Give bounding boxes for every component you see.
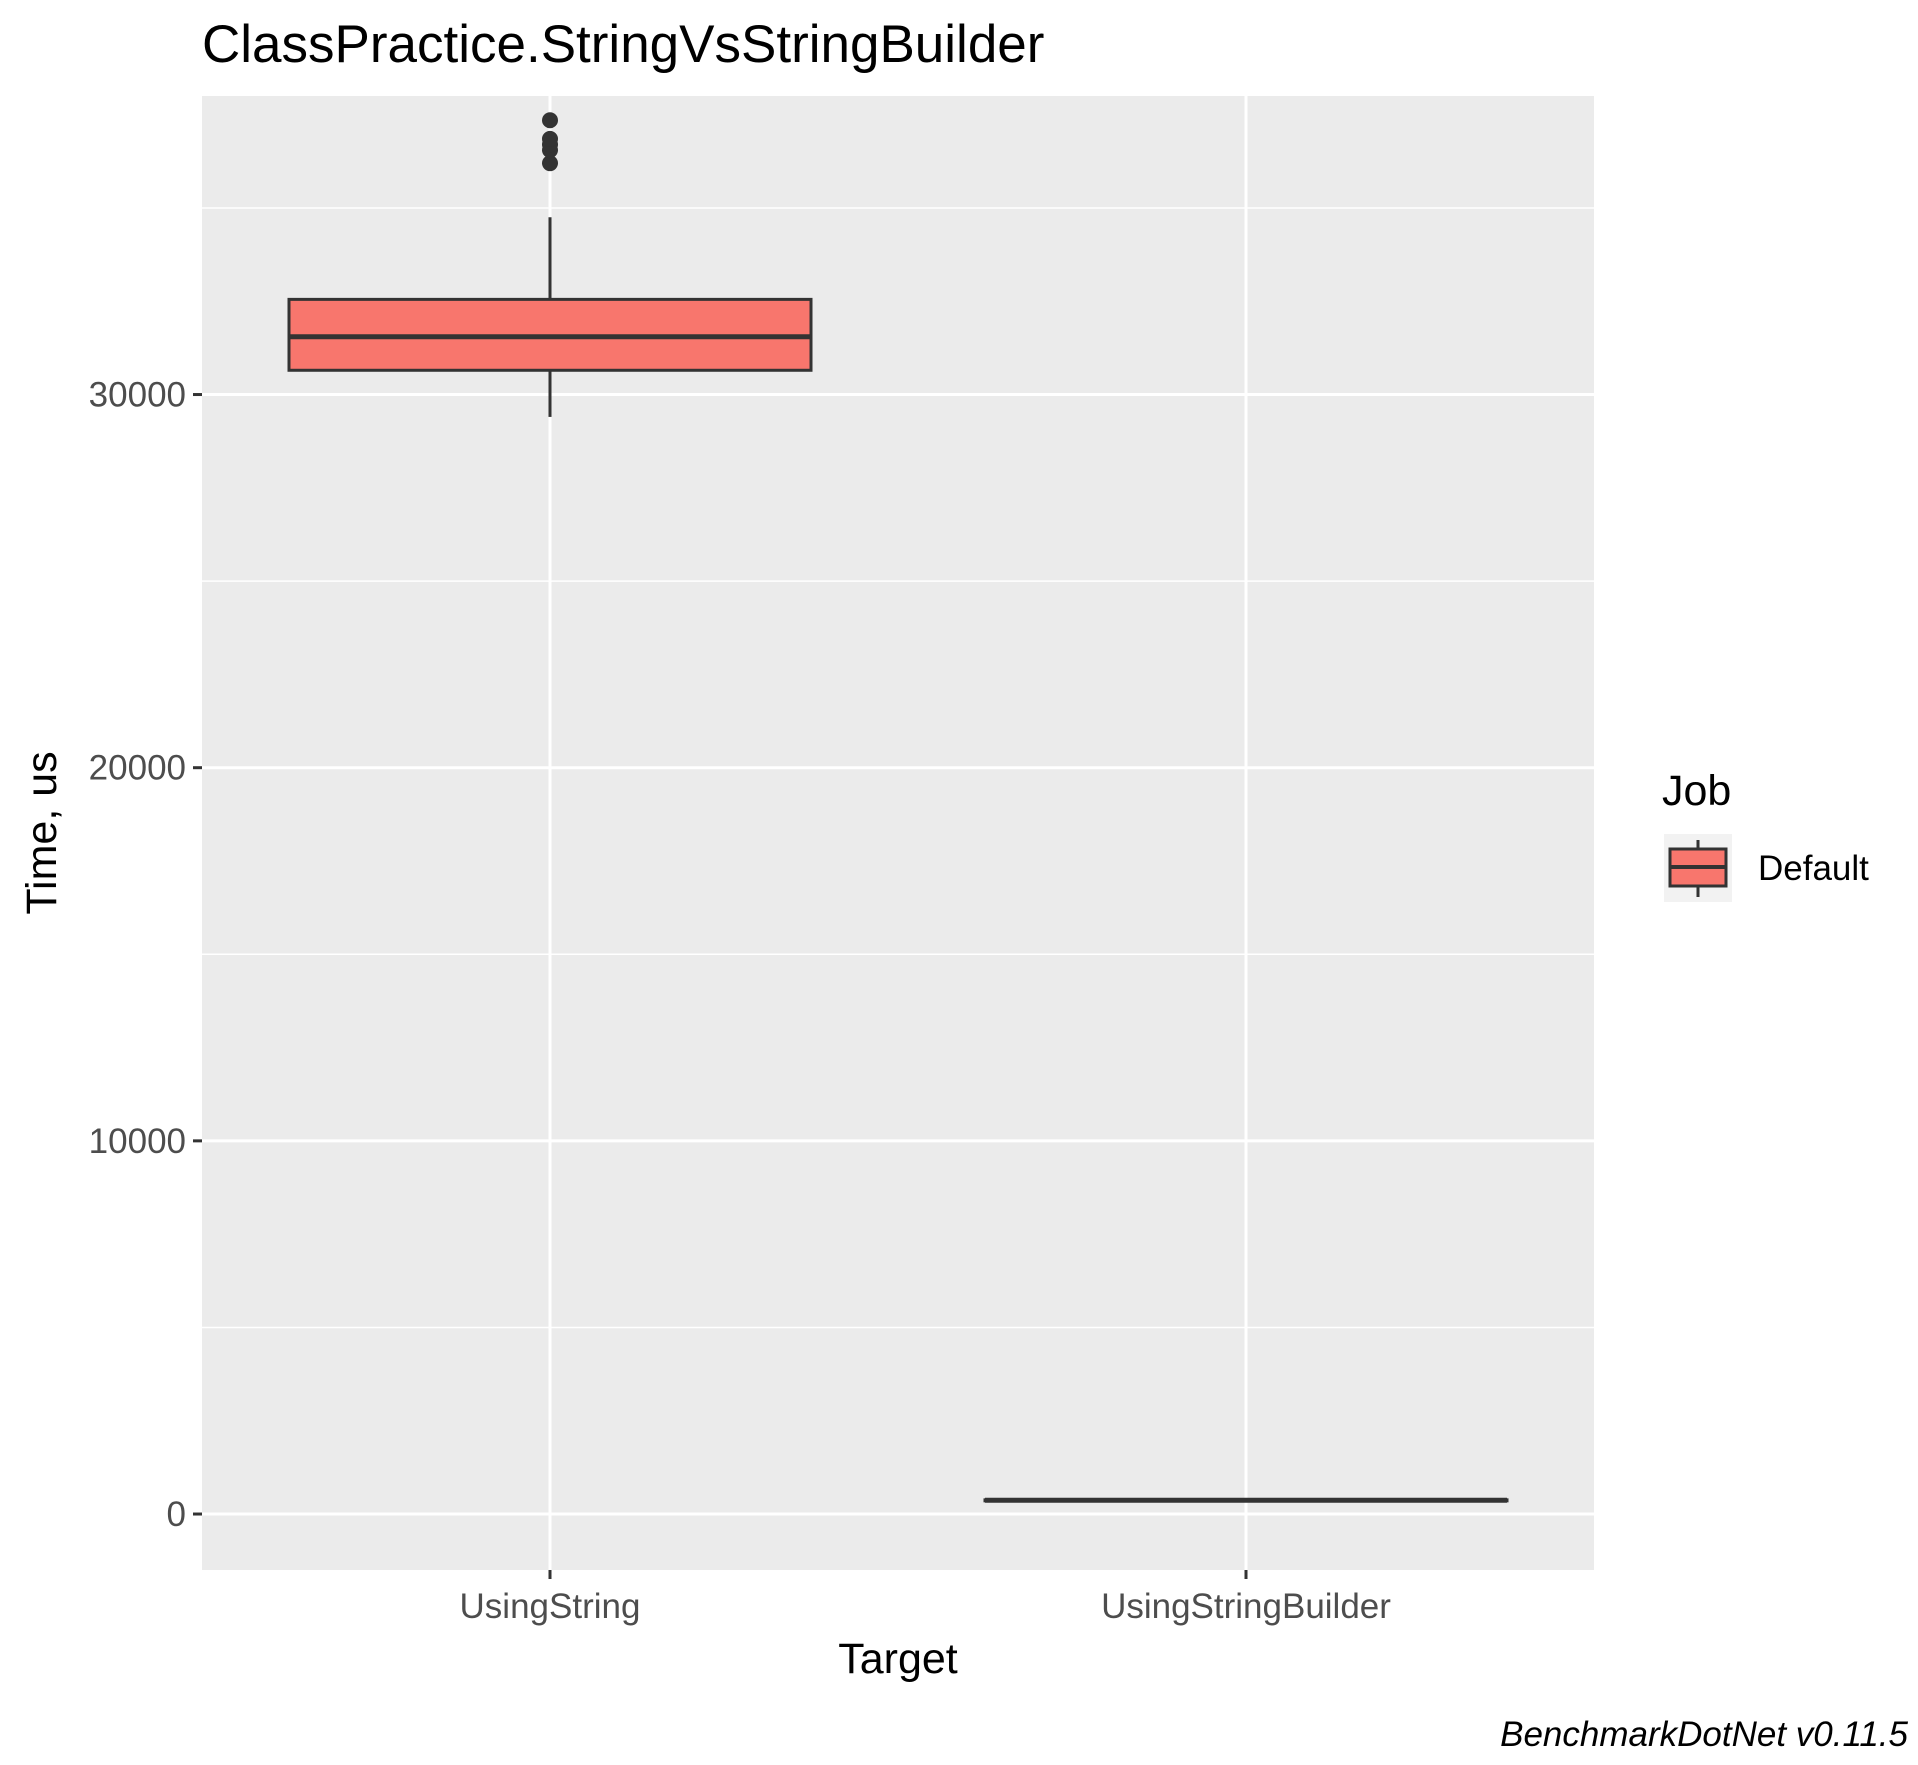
y-tick-label: 30000 <box>89 376 186 415</box>
x-axis-title: Target <box>838 1635 958 1683</box>
box-marks <box>287 112 1509 1503</box>
y-axis: 0 10000 20000 30000 <box>89 376 202 1534</box>
outlier-point <box>542 130 558 147</box>
legend-label-default: Default <box>1758 849 1869 888</box>
x-axis: UsingString UsingStringBuilder <box>460 1570 1391 1626</box>
x-tick-label: UsingStringBuilder <box>1101 1587 1391 1626</box>
y-tick-label: 10000 <box>89 1122 186 1161</box>
legend-title: Job <box>1662 767 1731 815</box>
y-axis-title: Time, us <box>18 751 66 914</box>
caption: BenchmarkDotNet v0.11.5 <box>1500 1715 1908 1754</box>
box-UsingStringBuilder <box>983 1497 1509 1503</box>
legend: Job Default <box>1662 767 1869 902</box>
y-tick-label: 0 <box>167 1495 186 1534</box>
x-tick-label: UsingString <box>460 1587 641 1626</box>
outlier-point <box>542 155 558 172</box>
y-tick-label: 20000 <box>89 749 186 788</box>
outlier-point <box>542 112 558 129</box>
minor-gridlines <box>202 207 1594 1329</box>
chart-title: ClassPractice.StringVsStringBuilder <box>202 15 1044 74</box>
box-UsingString <box>287 112 813 417</box>
